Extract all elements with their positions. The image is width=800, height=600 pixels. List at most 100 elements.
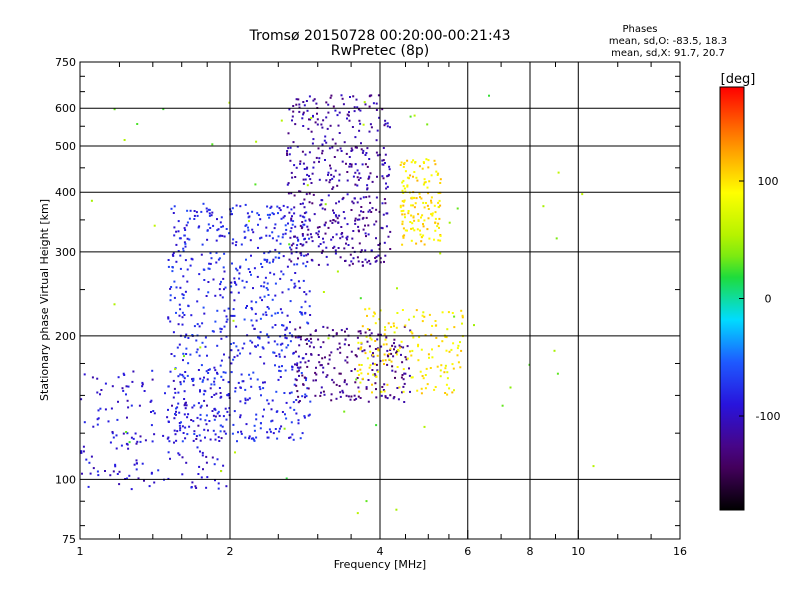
echo-point: [298, 400, 301, 402]
echo-point: [256, 275, 259, 278]
echo-point: [326, 127, 329, 130]
echo-point: [386, 363, 389, 366]
echo-point: [201, 454, 204, 457]
echo-point: [263, 281, 266, 284]
echo-point: [358, 214, 361, 217]
echo-point: [192, 384, 195, 387]
echo-point: [148, 485, 151, 488]
echo-point: [361, 264, 364, 267]
echo-point: [354, 183, 357, 186]
echo-point: [350, 260, 353, 263]
echo-point: [296, 244, 299, 247]
echo-point: [324, 356, 326, 359]
echo-point: [353, 110, 356, 113]
echo-point: [241, 279, 244, 282]
echo-point: [254, 312, 257, 315]
echo-point: [317, 230, 320, 233]
echo-point: [375, 208, 378, 211]
echo-point: [302, 202, 304, 205]
echo-point: [313, 161, 316, 164]
echo-point: [366, 340, 369, 343]
echo-point: [459, 366, 462, 369]
echo-point: [251, 341, 254, 344]
echo-point: [383, 241, 386, 244]
echo-point: [222, 277, 225, 280]
echo-point: [407, 210, 410, 212]
echo-point: [439, 182, 442, 184]
echo-point: [183, 398, 186, 400]
echo-point: [181, 473, 184, 476]
echo-point: [275, 239, 278, 242]
echo-point: [177, 323, 180, 326]
echo-point: [207, 291, 210, 294]
echo-point: [358, 119, 361, 122]
echo-point: [130, 404, 133, 407]
echo-point: [460, 309, 463, 312]
echo-point: [324, 232, 327, 235]
echo-point: [357, 330, 360, 333]
echo-point: [215, 392, 218, 395]
echo-point: [350, 209, 353, 211]
echo-point: [361, 261, 364, 263]
echo-point: [249, 239, 252, 242]
echo-point: [313, 213, 316, 216]
echo-point: [242, 380, 245, 383]
echo-point: [360, 210, 362, 213]
echo-point: [112, 436, 115, 439]
echo-point: [260, 236, 263, 239]
echo-point: [179, 427, 182, 430]
echo-point: [265, 234, 268, 237]
echo-point: [218, 440, 221, 442]
echo-point: [327, 226, 330, 229]
echo-point: [360, 206, 363, 208]
echo-point: [367, 372, 370, 375]
echo-point: [169, 320, 172, 323]
echo-point: [301, 233, 304, 235]
echo-point: [361, 151, 364, 154]
echo-point: [305, 395, 308, 398]
echo-point: [294, 123, 297, 126]
echo-point: [431, 356, 434, 359]
echo-point: [243, 236, 246, 239]
echo-point: [270, 205, 273, 208]
echo-point: [109, 474, 112, 477]
echo-point: [292, 352, 295, 355]
echo-point: [186, 268, 189, 271]
stats-title: Phases: [622, 24, 657, 35]
echo-point: [336, 270, 339, 273]
echo-point: [150, 411, 152, 413]
echo-point: [325, 141, 328, 144]
echo-point: [348, 156, 351, 158]
echo-point: [96, 391, 99, 394]
echo-point: [444, 336, 447, 338]
echo-point: [312, 193, 315, 196]
echo-point: [353, 394, 356, 397]
echo-point: [288, 258, 291, 261]
echo-point: [250, 307, 253, 309]
echo-point: [351, 262, 354, 265]
echo-point: [362, 211, 365, 213]
echo-point: [309, 400, 312, 403]
echo-point: [181, 456, 184, 459]
echo-point: [113, 108, 116, 111]
echo-point: [267, 436, 270, 439]
echo-point: [271, 298, 274, 301]
echo-point: [290, 171, 293, 174]
echo-point: [308, 192, 311, 195]
echo-point: [138, 404, 141, 407]
echo-point: [359, 330, 362, 333]
echo-point: [258, 336, 261, 339]
echo-point: [439, 239, 442, 242]
echo-point: [404, 356, 407, 359]
echo-point: [348, 119, 351, 122]
echo-point: [384, 119, 387, 122]
echo-point: [136, 440, 139, 443]
echo-point: [231, 432, 234, 435]
echo-point: [257, 336, 259, 339]
echo-point: [210, 383, 213, 386]
echo-point: [400, 376, 403, 379]
echo-point: [366, 314, 368, 317]
echo-point: [232, 358, 235, 361]
echo-point: [196, 446, 199, 449]
echo-point: [417, 345, 419, 348]
